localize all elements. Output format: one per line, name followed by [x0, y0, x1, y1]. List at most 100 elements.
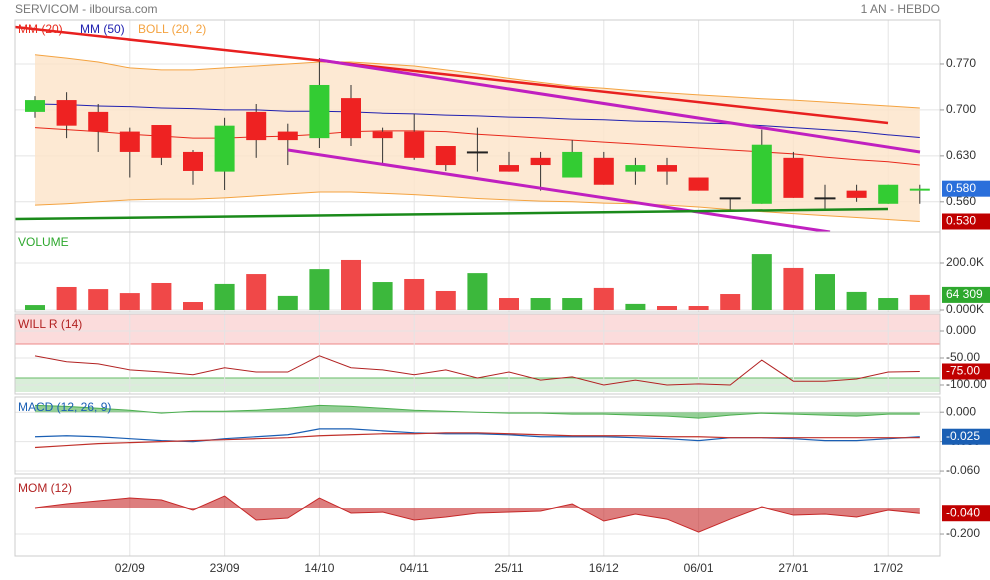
value-marker — [942, 213, 990, 230]
x-tick-label: 06/01 — [684, 561, 714, 575]
panel-frame — [14, 477, 941, 557]
panel-title: MOM (12) — [18, 481, 72, 495]
trendline — [15, 207, 889, 221]
y-tick-label: 0.000K — [946, 302, 984, 316]
y-tick-label: -0.060 — [946, 463, 980, 477]
candle-body — [593, 157, 614, 185]
candle-body — [878, 184, 899, 204]
line — [34, 428, 920, 443]
value-marker-label: 0.530 — [946, 214, 976, 228]
price-series — [25, 54, 930, 222]
volume-bar — [309, 269, 330, 311]
volume-bar — [846, 291, 867, 311]
volume-bar — [56, 286, 77, 311]
volume-bar — [341, 259, 361, 311]
volume-bar — [151, 282, 172, 311]
x-tick-label: 25/11 — [494, 561, 523, 575]
x-tick-label: 02/09 — [115, 561, 145, 575]
volume-bar — [183, 302, 203, 311]
candle-body — [246, 111, 267, 141]
candle-body — [783, 157, 804, 198]
candle-body — [814, 197, 836, 200]
panel-title: MACD (12, 26, 9) — [18, 400, 111, 414]
volume-bar — [878, 298, 899, 311]
volume-bar — [246, 274, 267, 311]
y-tick-label: -0.200 — [946, 526, 980, 540]
volume-bar — [720, 294, 741, 311]
value-marker — [942, 363, 990, 380]
panel-frame — [14, 396, 941, 475]
candle-body — [183, 151, 203, 171]
candle-body — [719, 197, 741, 200]
chart-subtitle: 1 AN - HEBDO — [861, 2, 940, 16]
panel-frame — [14, 231, 941, 313]
volume-bar — [25, 305, 45, 311]
x-tick-label: 23/09 — [210, 561, 240, 575]
value-marker — [942, 180, 990, 197]
candle-body — [625, 165, 646, 172]
volume-bar — [625, 303, 646, 311]
macd-histogram — [35, 405, 920, 419]
panel-frame — [14, 313, 941, 395]
volume-bar — [467, 273, 488, 311]
value-marker — [942, 428, 990, 445]
line — [34, 432, 920, 449]
value-marker — [942, 505, 990, 522]
legend-entry: MM (20) — [18, 22, 63, 36]
volume-bar — [277, 295, 298, 311]
value-marker-label: 64 309 — [946, 287, 983, 301]
y-tick-label: 0.700 — [946, 102, 976, 116]
volume-bar — [119, 293, 140, 311]
momentum-area-line — [34, 495, 920, 533]
line — [34, 355, 920, 386]
y-tick-label: 200.0K — [946, 255, 984, 269]
candle-body — [466, 151, 488, 154]
y-tick-label: 0.560 — [946, 194, 976, 208]
line — [34, 191, 920, 222]
x-tick-label: 14/10 — [304, 561, 334, 575]
candle-body — [119, 131, 140, 152]
value-marker-label: -0.040 — [946, 505, 980, 519]
legend-entry: BOLL (20, 2) — [138, 22, 206, 36]
volume-bar — [562, 298, 583, 311]
candle-body — [25, 100, 45, 112]
label-layer: 02/09 23/09 14/10 04/11 25/11 16/12 06/01 27/01… — [14, 2, 990, 575]
candle-body — [309, 84, 330, 139]
candle-body — [214, 125, 235, 172]
macd-histogram-line — [34, 404, 920, 419]
value-marker — [942, 286, 990, 303]
volume-bar — [404, 278, 425, 311]
value-marker-label: -0.025 — [946, 429, 980, 443]
line — [34, 54, 920, 109]
volume-bar — [372, 282, 393, 311]
volume-bar — [909, 294, 930, 311]
candle-body — [404, 131, 425, 158]
volume-bar — [688, 306, 709, 311]
momentum-area — [35, 496, 920, 533]
volume-bar — [751, 254, 772, 311]
value-marker-label: -75.00 — [946, 364, 980, 378]
volume-bar — [214, 283, 235, 311]
x-tick-label: 17/02 — [873, 561, 903, 575]
x-tick-label: 16/12 — [589, 561, 619, 575]
candle-body — [846, 190, 867, 198]
candle-body — [435, 146, 456, 166]
volume-bar — [783, 267, 804, 311]
candle-body — [88, 111, 109, 132]
plot-layer — [15, 20, 940, 556]
x-tick-label: 04/11 — [400, 561, 429, 575]
y-tick-label: 0.770 — [946, 56, 976, 70]
candle-body — [372, 131, 393, 139]
y-tick-label: 0.000 — [946, 323, 976, 337]
y-tick-label: 0.630 — [946, 148, 976, 162]
volume-bar — [593, 287, 614, 311]
volume-bar — [530, 298, 551, 311]
candle-body — [562, 151, 583, 178]
candle-body — [56, 100, 77, 126]
candle-body — [341, 98, 361, 139]
legend-entry: MM (50) — [80, 22, 125, 36]
volume-bar — [499, 298, 519, 311]
panel-title: WILL R (14) — [18, 317, 82, 331]
panel-title: VOLUME — [18, 235, 69, 249]
